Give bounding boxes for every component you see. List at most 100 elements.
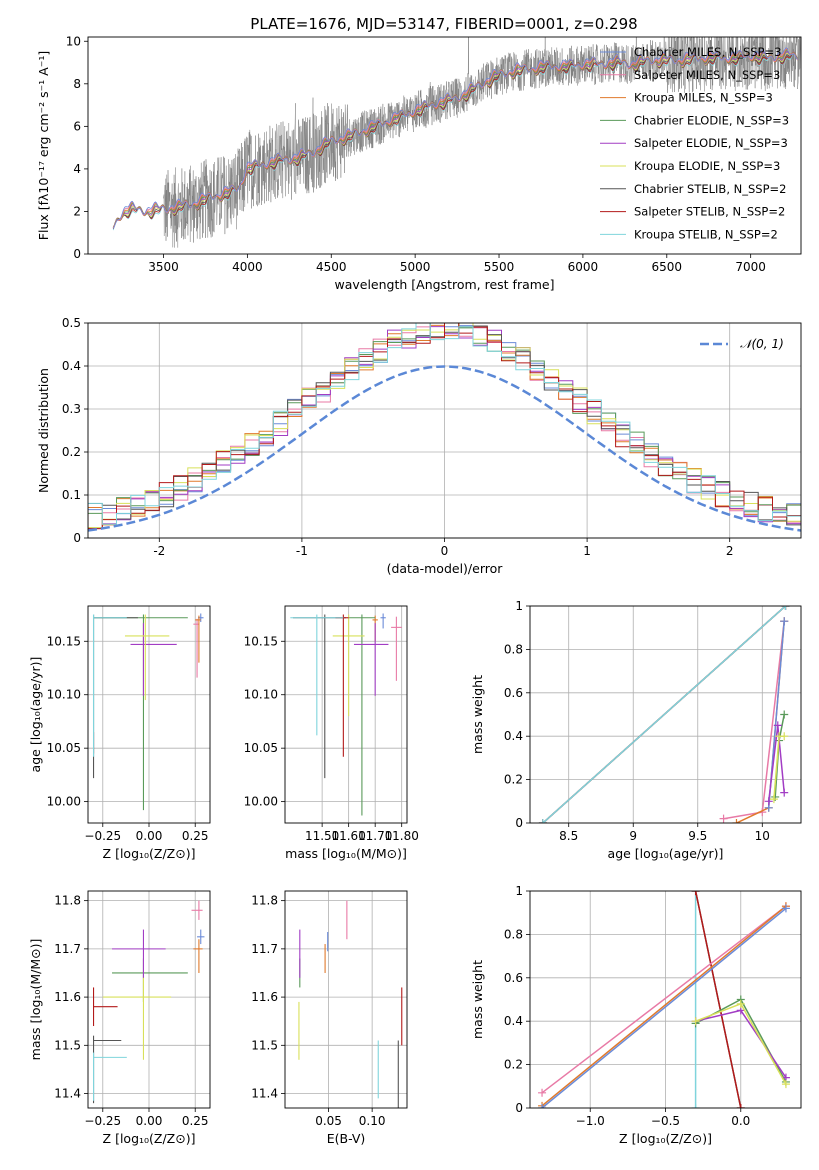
x-tick-label: 0.00: [136, 1114, 163, 1128]
y-tick-label: 0: [515, 816, 523, 830]
y-tick-label: 0: [73, 247, 81, 261]
x-axis-label: mass [log₁₀(M/M⊙)]: [285, 846, 407, 861]
plus-marker: [736, 999, 745, 1008]
y-tick-label: 11.4: [54, 1087, 81, 1101]
plus-marker: [773, 721, 782, 730]
legend-entry: Chabrier ELODIE, N_SSP=3: [634, 113, 789, 127]
y-tick-label: 4: [73, 162, 81, 176]
x-tick-label: 0.05: [315, 1114, 342, 1128]
weight-series: [769, 732, 789, 804]
plus-marker: [769, 795, 778, 804]
plus-marker: [781, 1080, 790, 1089]
x-tick-label: 6000: [568, 260, 599, 274]
plus-marker: [771, 792, 780, 801]
mass-vs-metallicity-panel: −0.25 0.00 0.25 11.4 11.5 11.6 11.7 11.8 Z [log₁…: [28, 890, 211, 1146]
axes-frame: [284, 890, 408, 1109]
x-tick-label: 3500: [148, 260, 179, 274]
y-tick-label: 10.00: [244, 795, 278, 809]
error-point: [197, 929, 205, 945]
plot-area: [538, 891, 790, 1108]
plot-area: [92, 900, 205, 1104]
y-tick-label: 10.15: [244, 634, 278, 648]
y-axis-label: Flux [fλ10⁻¹⁷ erg cm⁻² s⁻¹ A⁻¹]: [36, 51, 51, 240]
x-tick-label: 5000: [400, 260, 431, 274]
model-spectrum-line: [112, 51, 798, 228]
x-axis-label: E(B-V): [327, 1131, 366, 1146]
weight-series: [719, 617, 789, 823]
grid: [285, 891, 407, 1108]
plus-marker: [780, 788, 789, 797]
y-tick-label: 10.00: [47, 795, 81, 809]
y-tick-label: 8: [73, 77, 81, 91]
x-tick-label: 0.0: [731, 1114, 750, 1128]
x-tick-label: 9: [629, 829, 637, 843]
y-tick-label: 0.8: [504, 927, 523, 941]
normal-curve: [88, 365, 801, 532]
plus-marker: [764, 797, 773, 806]
error-point: [92, 614, 127, 757]
plus-marker: [691, 1017, 700, 1026]
grid: [530, 890, 801, 1109]
x-tick-label: 0.25: [182, 829, 209, 843]
plus-marker: [781, 606, 790, 610]
error-point: [332, 614, 365, 717]
x-axis-label: wavelength [Angstrom, rest frame]: [334, 277, 554, 292]
x-tick-label: −0.25: [84, 1114, 121, 1128]
grid: [88, 322, 801, 539]
y-tick-label: 2: [73, 204, 81, 218]
y-tick-label: 0.5: [62, 316, 81, 330]
legend-entry: Chabrier STELIB, N_SSP=2: [634, 182, 786, 196]
plus-marker: [691, 891, 700, 895]
x-tick-label: 6500: [652, 260, 683, 274]
plot-area: [112, 37, 801, 248]
legend-entry: Chabrier MILES, N_SSP=3: [634, 45, 781, 59]
y-axis-label: Normed distribution: [36, 368, 51, 493]
weight-line: [541, 905, 787, 1094]
x-axis-label: Z [log₁₀(Z/Z⊙)]: [619, 1131, 712, 1146]
grid: [88, 891, 210, 1108]
y-axis-label: age [log₁₀(age/yr)]: [28, 657, 43, 773]
y-tick-label: 11.5: [54, 1038, 81, 1052]
y-tick-label: 0.4: [504, 729, 523, 743]
error-point: [380, 613, 386, 629]
age-vs-metallicity-panel: −0.25 0.00 0.25 10.00 10.05 10.10 10.15 Z [log₁…: [28, 605, 211, 861]
legend-entry: Kroupa STELIB, N_SSP=2: [634, 227, 778, 241]
weight-line: [694, 891, 742, 1108]
x-tick-label: 11.80: [385, 829, 419, 843]
error-point: [290, 614, 344, 736]
y-tick-label: 0.6: [504, 971, 523, 985]
y-axis-label: mass [log₁₀(M/M⊙)]: [28, 939, 43, 1061]
error-point: [193, 939, 203, 973]
plus-marker: [691, 1104, 700, 1108]
x-tick-label: 5500: [484, 260, 515, 274]
y-tick-label: 0: [73, 531, 81, 545]
weight-series: [538, 904, 790, 1108]
x-tick-label: 0.10: [359, 1114, 386, 1128]
y-axis-label: mass weight: [470, 960, 485, 1039]
error-point: [93, 614, 188, 811]
figure-title: PLATE=1676, MJD=53147, FIBERID=0001, z=0…: [250, 15, 637, 33]
x-tick-label: 0.25: [182, 1114, 209, 1128]
error-point: [92, 614, 138, 779]
y-tick-label: 10.10: [244, 688, 278, 702]
y-tick-label: 0.8: [504, 642, 523, 656]
error-point: [191, 900, 203, 920]
spectrum-panel: 3500 4000 4500 5000 5500 6000 6500 7000 0 2 4 6 8 10 w…: [36, 34, 802, 292]
plot-area: [290, 613, 402, 816]
y-tick-label: 10.05: [47, 741, 81, 755]
x-tick-label: 9.5: [688, 829, 707, 843]
plus-marker: [538, 1088, 547, 1097]
error-point: [124, 614, 170, 701]
y-tick-label: 11.6: [54, 990, 81, 1004]
x-axis-label: age [log₁₀(age/yr)]: [608, 846, 724, 861]
legend-entry: Kroupa MILES, N_SSP=3: [634, 91, 773, 105]
error-point: [102, 977, 172, 1060]
histogram-series: [88, 323, 801, 532]
error-point: [391, 616, 402, 681]
plus-marker: [538, 1104, 547, 1108]
y-tick-label: 10.05: [244, 741, 278, 755]
y-tick-label: 10.10: [47, 688, 81, 702]
y-tick-label: 11.8: [54, 894, 81, 908]
